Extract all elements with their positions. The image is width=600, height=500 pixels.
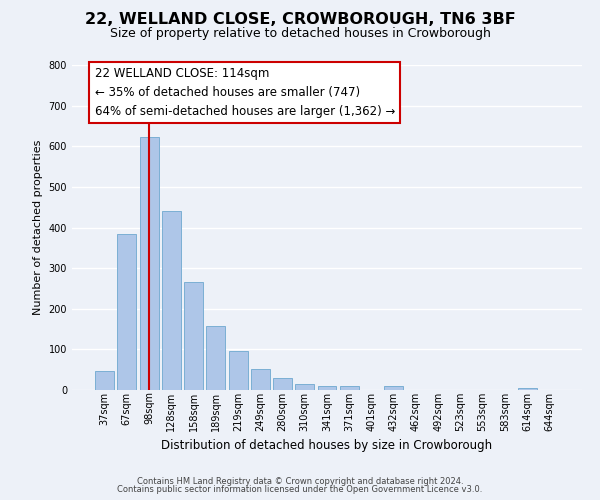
Bar [384, 386, 403, 390]
Bar [518, 388, 536, 390]
Bar [118, 234, 136, 390]
Bar [295, 384, 314, 390]
Bar [273, 378, 292, 390]
Bar [317, 386, 337, 390]
Bar [140, 137, 158, 390]
Bar [184, 282, 203, 390]
Text: 22 WELLAND CLOSE: 114sqm
← 35% of detached houses are smaller (747)
64% of semi-: 22 WELLAND CLOSE: 114sqm ← 35% of detach… [95, 67, 395, 118]
Bar [251, 370, 270, 390]
Text: Contains public sector information licensed under the Open Government Licence v3: Contains public sector information licen… [118, 485, 482, 494]
Bar [229, 352, 248, 390]
Bar [95, 371, 114, 390]
Text: Contains HM Land Registry data © Crown copyright and database right 2024.: Contains HM Land Registry data © Crown c… [137, 477, 463, 486]
Y-axis label: Number of detached properties: Number of detached properties [33, 140, 43, 315]
X-axis label: Distribution of detached houses by size in Crowborough: Distribution of detached houses by size … [161, 439, 493, 452]
Bar [162, 211, 181, 390]
Bar [340, 386, 359, 390]
Text: 22, WELLAND CLOSE, CROWBOROUGH, TN6 3BF: 22, WELLAND CLOSE, CROWBOROUGH, TN6 3BF [85, 12, 515, 28]
Text: Size of property relative to detached houses in Crowborough: Size of property relative to detached ho… [110, 28, 490, 40]
Bar [206, 326, 225, 390]
